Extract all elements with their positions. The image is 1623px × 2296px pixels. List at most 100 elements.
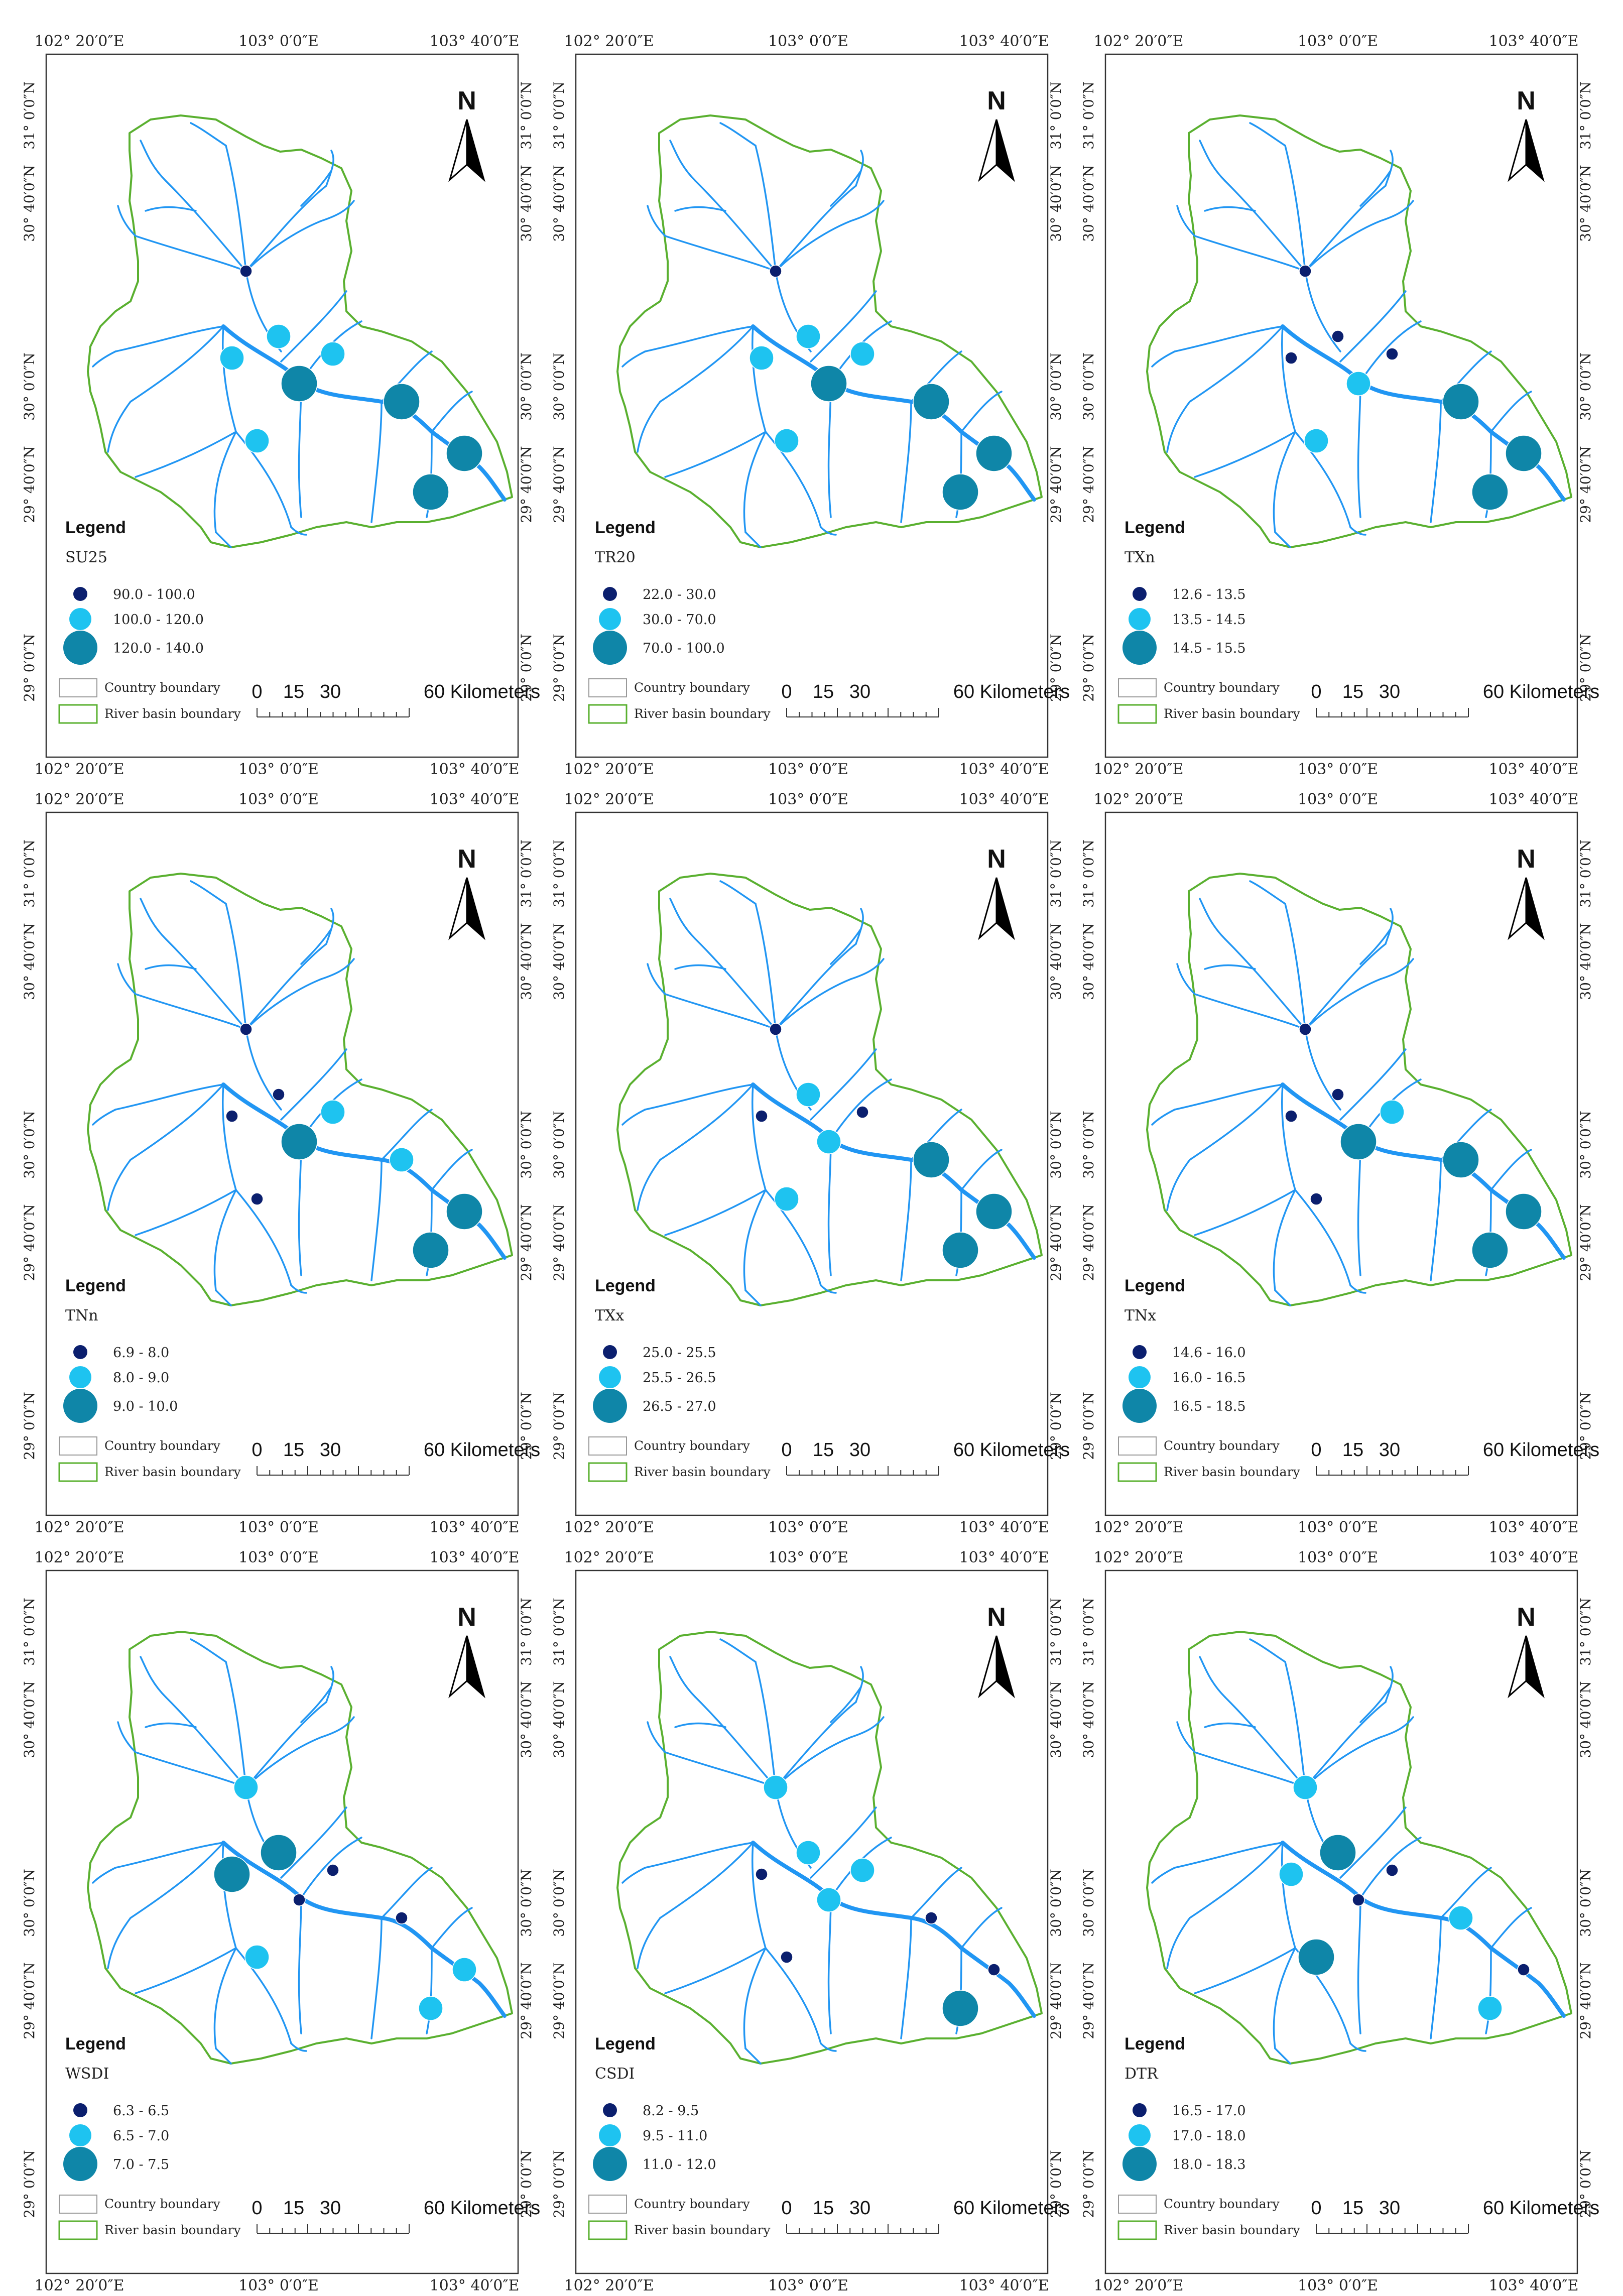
river-tributary: [637, 401, 661, 453]
river-tributary: [117, 963, 137, 995]
legend-class-label: 14.5 - 15.5: [1172, 641, 1246, 656]
river-tributary: [1189, 1842, 1284, 1919]
river-tributary: [637, 1917, 661, 1969]
longitude-label-top: 102° 20′0″E: [35, 1549, 124, 1566]
station-marker-s6: [913, 1141, 950, 1178]
river-tributary: [290, 1284, 307, 1294]
river-tributary: [1189, 1083, 1284, 1161]
latitude-label-left: 29° 40′0″N: [21, 446, 38, 523]
legend-basin-label: River basin boundary: [634, 1465, 771, 1479]
latitude-label-right: 30° 40′0″N: [518, 165, 535, 241]
scale-label: 60 Kilometers: [424, 1439, 540, 1461]
river-tributary: [647, 1721, 666, 1753]
latitude-label-left: 30° 40′0″N: [21, 1681, 38, 1758]
station-marker-s1: [1299, 1023, 1312, 1036]
longitude-label-bottom: 103° 0′0″E: [1298, 2277, 1378, 2294]
station-marker-s2: [219, 345, 244, 371]
latitude-label-right: 31° 0′0″N: [1048, 839, 1064, 907]
station-marker-s9: [412, 1232, 449, 1269]
latitude-label-left: 31° 0′0″N: [1080, 81, 1097, 149]
legend-swatch-class-3: [593, 631, 627, 665]
river-tributary: [674, 964, 726, 970]
longitude-label-top: 103° 0′0″E: [238, 1549, 319, 1566]
station-marker-s5: [1340, 1123, 1377, 1160]
latitude-label-right: 30° 0′0″N: [1577, 352, 1594, 420]
river-tributary: [381, 1109, 433, 1161]
legend-swatch-class-2: [599, 1366, 621, 1388]
river-tributary: [245, 1701, 327, 1788]
river-tributary: [245, 978, 322, 1030]
latitude-label-left: 30° 40′0″N: [21, 165, 38, 241]
legend-index-name: TXx: [595, 1307, 624, 1324]
river-tributary: [370, 1159, 383, 1281]
map-panel-tnn: 102° 20′0″E 102° 20′0″E 103° 0′0″E 103° 0′0…: [21, 791, 540, 1536]
north-label: N: [987, 86, 1006, 115]
river-tributary: [1151, 1109, 1176, 1126]
longitude-label-top: 102° 20′0″E: [35, 33, 124, 50]
latitude-label-left: 29° 0′0″N: [551, 2150, 567, 2218]
river-tributary: [1249, 122, 1286, 147]
river-tributary: [300, 170, 332, 207]
latitude-label-left: 30° 40′0″N: [551, 165, 567, 241]
longitude-label-bottom: 103° 40′0″E: [1489, 1519, 1579, 1536]
scale-label: 60 Kilometers: [424, 681, 540, 702]
legend-swatch-class-2: [1129, 1366, 1151, 1388]
scale-label: 30: [320, 2198, 341, 2219]
station-marker-s1: [763, 1775, 788, 1800]
station-marker-s7: [1304, 428, 1329, 453]
legend-country-swatch: [1118, 2195, 1157, 2214]
latitude-label-left: 30° 40′0″N: [1080, 165, 1097, 241]
river-tributary: [117, 1721, 137, 1753]
station-marker-s6: [1442, 1141, 1479, 1178]
longitude-label-bottom: 103° 40′0″E: [1489, 761, 1579, 778]
river-tributary: [659, 1842, 754, 1919]
station-marker-s4: [850, 341, 875, 367]
river-tributary: [114, 325, 224, 352]
latitude-label-right: 30° 40′0″N: [1577, 923, 1594, 1000]
station-marker-s7: [244, 1945, 270, 1970]
river-tributary: [1304, 185, 1387, 272]
legend-class-label: 14.6 - 16.0: [1172, 1345, 1246, 1361]
legend-index-name: TNx: [1125, 1307, 1156, 1324]
station-marker-s1: [233, 1775, 259, 1800]
legend-class-label: 11.0 - 12.0: [643, 2157, 716, 2172]
river-tributary: [1284, 145, 1306, 272]
scale-bar: [257, 2224, 410, 2234]
river-network: [621, 1638, 1036, 2065]
latitude-label-right: 29° 0′0″N: [1048, 2150, 1064, 2218]
river-tributary: [107, 401, 132, 453]
latitude-label-right: 29° 40′0″N: [518, 1962, 535, 2039]
latitude-label-right: 30° 0′0″N: [1577, 1111, 1594, 1178]
river-tributary: [135, 1947, 237, 1994]
station-marker-s8: [1505, 435, 1542, 472]
station-marker-s4: [856, 1106, 869, 1119]
station-marker-s8: [1505, 1193, 1542, 1230]
latitude-label-left: 31° 0′0″N: [1080, 839, 1097, 907]
river-tributary: [1485, 1947, 1492, 2034]
latitude-label-right: 30° 40′0″N: [1048, 1681, 1064, 1758]
latitude-label-right: 29° 0′0″N: [1577, 2150, 1594, 2218]
river-tributary: [1430, 1159, 1442, 1281]
latitude-label-left: 30° 40′0″N: [551, 1681, 567, 1758]
legend-swatch-class-2: [599, 2124, 621, 2146]
river-tributary: [1151, 350, 1176, 368]
river-tributary: [1359, 1837, 1422, 1899]
river-tributary: [664, 1947, 767, 1994]
legend-index-name: SU25: [65, 549, 107, 566]
river-basin-outline: [1146, 114, 1572, 548]
station-marker-s6: [1448, 1905, 1473, 1930]
river-tributary: [245, 220, 322, 272]
latitude-label-left: 30° 40′0″N: [21, 923, 38, 1000]
river-tributary: [1304, 943, 1387, 1030]
latitude-label-right: 29° 0′0″N: [518, 1392, 535, 1460]
scale-label: 0: [252, 681, 262, 702]
legend-country-swatch: [59, 678, 97, 697]
legend-swatch-class-1: [1133, 587, 1147, 601]
latitude-label-right: 31° 0′0″N: [1577, 1598, 1594, 1665]
legend-country-swatch: [588, 1436, 627, 1456]
legend-class-label: 25.0 - 25.5: [643, 1345, 716, 1361]
map-panel-tnx: 102° 20′0″E 102° 20′0″E 103° 0′0″E 103° 0′0…: [1080, 791, 1599, 1536]
longitude-label-bottom: 102° 20′0″E: [35, 1519, 124, 1536]
latitude-label-left: 30° 40′0″N: [1080, 1681, 1097, 1758]
river-tributary: [1380, 200, 1414, 222]
